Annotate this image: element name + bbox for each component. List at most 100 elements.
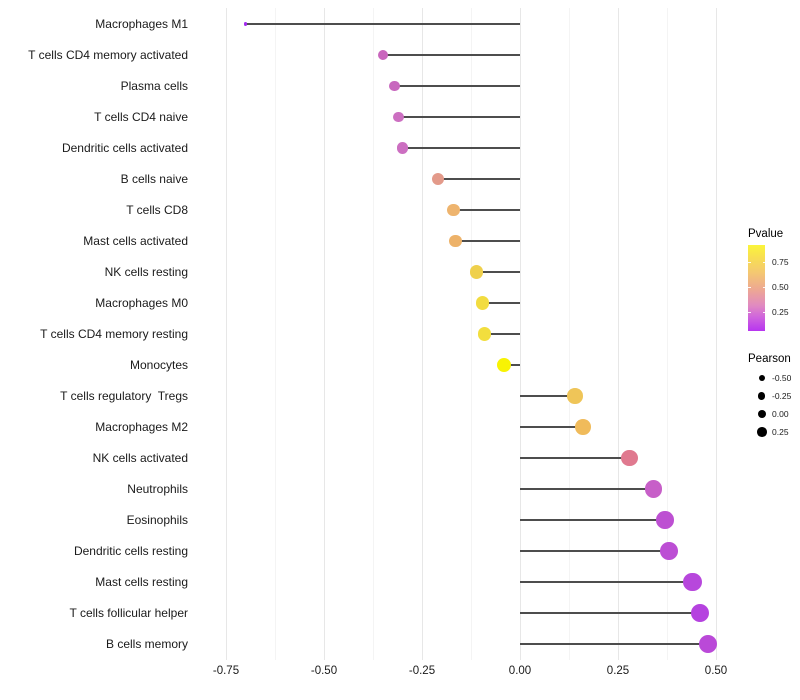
data-point [644,480,662,498]
y-axis-tick-label: NK cells resting [104,265,188,279]
x-axis-tick-label: 0.00 [508,665,532,677]
size-legend-dot [758,392,766,400]
lollipop-stem [484,333,520,335]
y-axis-tick-label: Mast cells resting [95,575,188,589]
data-point [478,327,492,341]
x-axis-tick-label: -0.25 [408,665,436,677]
gridline-minor [667,8,668,660]
y-axis-tick-label: Macrophages M1 [95,17,188,31]
y-axis-tick-label: B cells naive [120,172,188,186]
pearson-legend-title: Pearson [748,353,791,365]
plot-panel [195,8,735,660]
y-axis-tick-label: T cells CD4 memory activated [28,48,188,62]
data-point [567,388,583,404]
data-point [389,80,400,92]
lollipop-stem [520,550,669,552]
y-axis-tick-label: Dendritic cells resting [73,544,188,558]
gridline-minor [275,8,276,660]
gridline-major [226,8,227,660]
y-axis-tick-label: Plasma cells [120,79,188,93]
y-axis-tick-label: T cells CD4 naive [94,110,188,124]
data-point [660,542,678,560]
lollipop-stem [437,178,520,180]
pvalue-colorbar-gradient [748,245,765,331]
colorbar-tick [748,262,751,263]
data-point [393,111,404,123]
gridline-major [520,8,521,660]
lollipop-stem [520,457,630,459]
colorbar-tick [748,287,751,288]
colorbar-tick-label: 0.75 [772,257,789,267]
gridline-major [422,8,423,660]
pvalue-legend-title: Pvalue [748,228,784,240]
data-point [497,358,512,372]
lollipop-stem [482,302,520,304]
data-point [656,511,674,529]
data-point [691,603,710,623]
gridline-minor [471,8,472,660]
lollipop-stem [520,488,654,490]
data-point [449,234,462,248]
lollipop-stem [476,271,520,273]
x-axis-tick-label: 0.25 [606,665,630,677]
colorbar-tick [748,312,751,313]
lollipop-stem [520,581,693,583]
lollipop-stem [245,23,520,25]
y-axis-tick-label: Monocytes [129,358,188,372]
lollipop-stem [398,116,520,118]
y-axis-tick-label: Mast cells activated [83,234,188,248]
lollipop-stem [520,643,709,645]
y-axis-tick-label: T cells CD8 [126,203,188,217]
colorbar-tick [762,287,765,288]
size-legend-dot [757,427,767,437]
gridline-major [324,8,325,660]
lollipop-stem [382,54,520,56]
colorbar-tick-label: 0.25 [772,307,789,317]
data-point [447,203,460,217]
data-point [377,49,388,61]
y-axis-tick-label: NK cells activated [92,451,188,465]
data-point [470,265,484,279]
size-legend-dot [757,409,767,419]
data-point [621,449,639,467]
size-legend-label: -0.50 [772,373,792,383]
colorbar-tick [762,312,765,313]
x-axis-tick-label: -0.75 [212,665,240,677]
size-legend-label: -0.25 [772,391,792,401]
colorbar-tick [762,262,765,263]
y-axis-tick-label: T cells CD4 memory resting [40,327,188,341]
data-point [431,172,444,186]
lollipop-stem [394,85,520,87]
gridline-minor [373,8,374,660]
lollipop-stem [453,209,520,211]
data-point [698,634,718,654]
y-axis-tick-label: Eosinophils [126,513,188,527]
size-legend-label: 0.25 [772,427,789,437]
data-point [574,419,591,435]
gridline-major [618,8,619,660]
x-axis-tick-label: -0.50 [310,665,338,677]
colorbar-tick-label: 0.50 [772,282,789,292]
gridline-minor [569,8,570,660]
y-axis-tick-label: T cells regulatory Tregs [60,389,188,403]
lollipop-stem [520,612,701,614]
size-legend-label: 0.00 [772,409,789,419]
x-axis-tick-label: 0.50 [704,665,728,677]
lollipop-stem [402,147,520,149]
y-axis-tick-label: T cells follicular helper [69,606,189,620]
y-axis-tick-label: Macrophages M2 [95,420,188,434]
data-point [683,572,702,592]
lollipop-stem [455,240,520,242]
y-axis-tick-label: Macrophages M0 [95,296,188,310]
lollipop-stem [504,364,520,366]
y-axis-tick-label: B cells memory [105,637,188,651]
data-point [244,22,248,26]
data-point [396,142,408,154]
gridline-major [716,8,717,660]
y-axis-tick-label: Neutrophils [127,482,188,496]
y-axis-tick-label: Dendritic cells activated [61,141,188,155]
lollipop-stem [520,519,666,521]
data-point [476,296,490,310]
size-legend-dot [758,374,765,382]
